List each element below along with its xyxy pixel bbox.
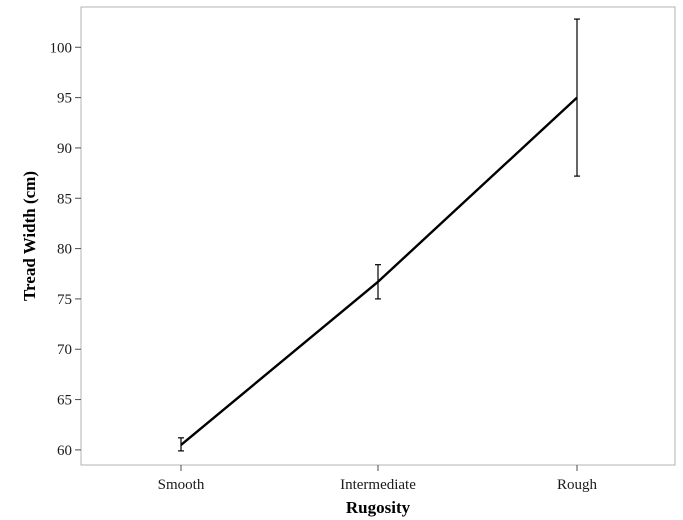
y-tick-label: 100	[50, 40, 73, 56]
plot-frame	[80, 6, 676, 466]
y-axis-title: Tread Width (cm)	[20, 171, 39, 301]
x-axis: Smooth Intermediate Rough	[158, 465, 598, 493]
y-tick-label: 65	[57, 393, 72, 409]
y-tick-label: 60	[57, 443, 72, 459]
y-tick-label: 75	[57, 292, 72, 308]
error-bar	[574, 18, 580, 177]
x-axis-title: Rugosity	[346, 498, 411, 517]
y-tick-label: 85	[57, 191, 72, 207]
y-axis: 60 65 70 75 80 85 90 95 100	[50, 40, 81, 459]
y-tick-label: 80	[57, 242, 72, 258]
x-tick-label: Smooth	[158, 477, 205, 493]
error-bar	[178, 437, 184, 452]
y-tick-label: 70	[57, 342, 72, 358]
x-tick-label: Rough	[557, 477, 598, 493]
error-bar	[375, 264, 381, 300]
y-tick-label: 90	[57, 141, 72, 157]
x-tick-label: Intermediate	[340, 477, 416, 493]
series-layer	[178, 18, 580, 452]
series-line	[180, 96, 578, 446]
y-tick-label: 95	[57, 91, 72, 107]
